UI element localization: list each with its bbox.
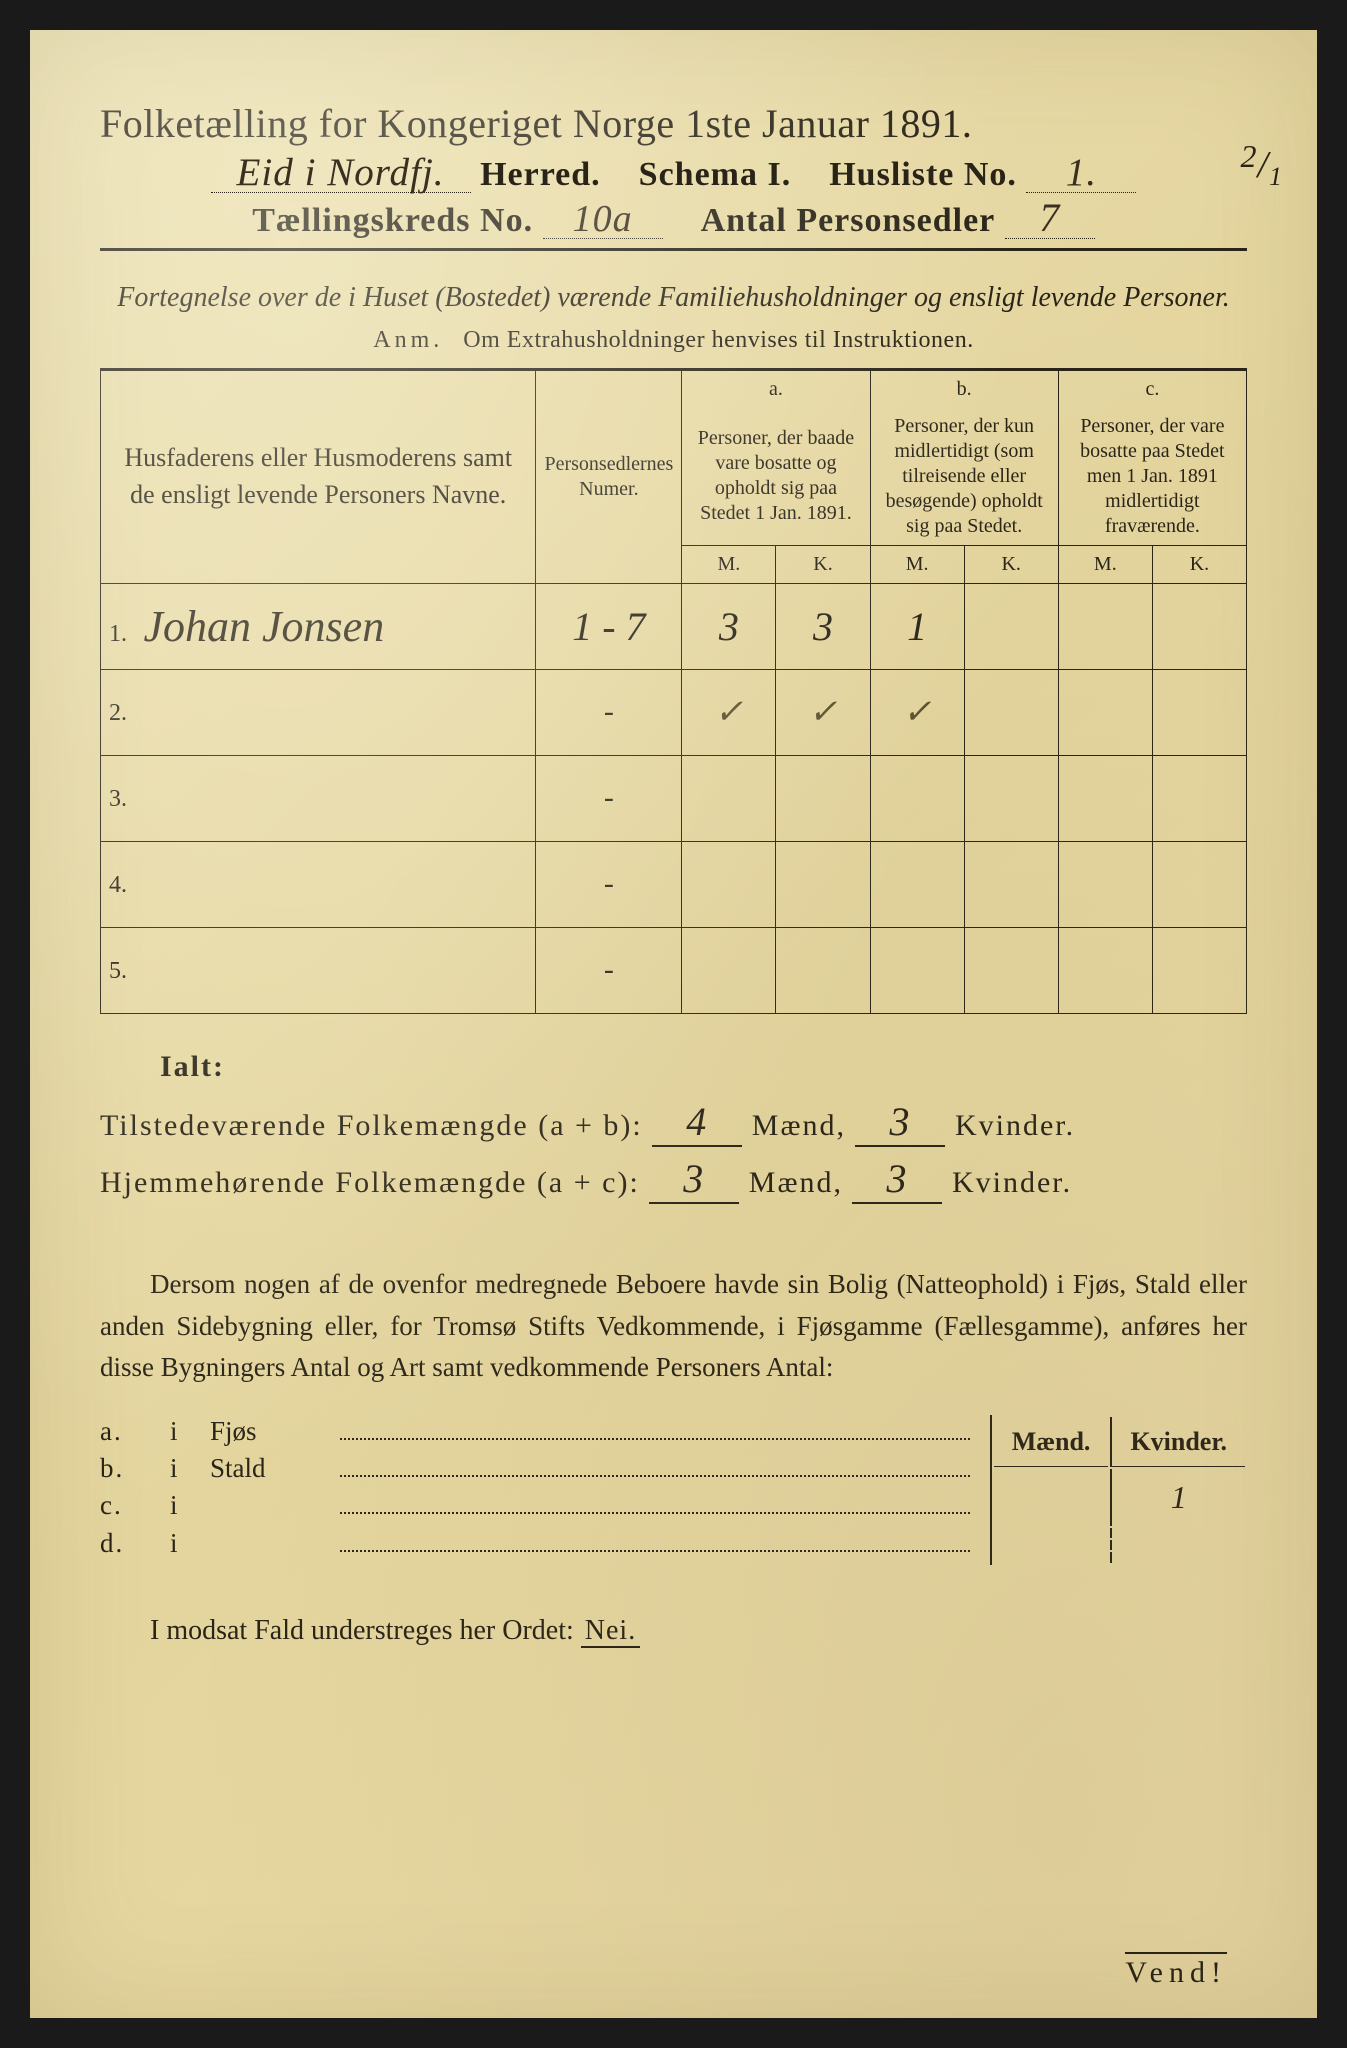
outbuilding-paragraph: Dersom nogen af de ovenfor medregnede Be… [100,1264,1247,1390]
viewer-frame: Folketælling for Kongeriget Norge 1ste J… [0,0,1347,2048]
husliste-fraction: 2/1 [1236,143,1287,187]
ialt-title: Ialt: [160,1050,1247,1084]
present-population-line: Tilstedeværende Folkemængde (a + b): 4 M… [100,1098,1247,1147]
totals-block: Ialt: Tilstedeværende Folkemængde (a + b… [100,1050,1247,1204]
maend-header: Mænd. [994,1417,1109,1467]
negative-case-line: I modsat Fald understreges her Ordet: Ne… [100,1615,1247,1647]
kvinder-header: Kvinder. [1110,1417,1245,1467]
col-a-header: Personer, der baade vare bosatte og opho… [682,408,870,546]
col-a-k: K. [776,545,870,583]
anm-text: Om Extrahusholdninger henvises til Instr… [463,327,973,353]
kreds-handwritten: 10a [543,200,663,239]
outbuilding-counts: Mænd.Kvinder. 1 [990,1415,1247,1564]
household-table: Husfaderens eller Husmoderens samt de en… [100,368,1247,1014]
table-row: 5. - [101,927,1247,1013]
antal-label: Antal Personsedler [701,202,996,239]
col-b-k: K. [964,545,1058,583]
col-name-header: Husfaderens eller Husmoderens samt de en… [101,369,536,583]
col-b-label: b. [870,369,1058,408]
col-b-header: Personer, der kun midlertidigt (som tilr… [870,408,1058,546]
schema-label: Schema I. [639,156,792,193]
anm-line: Anm. Om Extrahusholdninger henvises til … [100,327,1247,354]
nei-underlined: Nei. [581,1615,640,1648]
header-line-3: Tællingskreds No. 10a Antal Personsedler… [100,198,1247,240]
col-a-label: a. [682,369,870,408]
name-handwritten: Johan Jonsen [144,602,385,651]
herred-handwritten: Eid i Nordfj. [211,153,471,193]
table-row: 1. Johan Jonsen 1 - 7 3 3 1 [101,583,1247,669]
form-title: Folketælling for Kongeriget Norge 1ste J… [100,100,1247,147]
col-c-k: K. [1152,545,1246,583]
col-b-m: M. [870,545,964,583]
census-form-page: Folketælling for Kongeriget Norge 1ste J… [30,30,1317,2018]
herred-label: Herred. [480,156,601,193]
husliste-label: Husliste No. [829,156,1017,193]
anm-label: Anm. [373,327,443,353]
outbuilding-table: a.iFjøs b.iStald c.i d.i Mænd.Kvinder. 1 [100,1415,1247,1564]
subheading: Fortegnelse over de i Huset (Bostedet) v… [100,279,1247,317]
col-a-m: M. [682,545,776,583]
kreds-label: Tællingskreds No. [252,202,533,239]
table-row: 2. - ✓ ✓ ✓ [101,669,1247,755]
resident-population-line: Hjemmehørende Folkemængde (a + c): 3 Mæn… [100,1155,1247,1204]
outbuilding-list: a.iFjøs b.iStald c.i d.i [100,1415,970,1564]
table-row: 4. - [101,841,1247,927]
turn-over-label: Vend! [1125,1952,1227,1990]
header-line-2: Eid i Nordfj. Herred. Schema I. Husliste… [100,153,1247,194]
antal-handwritten: 7 [1005,198,1095,239]
col-c-m: M. [1058,545,1152,583]
divider [100,248,1247,251]
husliste-handwritten: 1. [1026,153,1136,193]
table-row: 3. - [101,755,1247,841]
col-c-header: Personer, der vare bosatte paa Stedet me… [1058,408,1246,546]
col-num-header: Personsedlernes Numer. [536,369,682,583]
col-c-label: c. [1058,369,1246,408]
